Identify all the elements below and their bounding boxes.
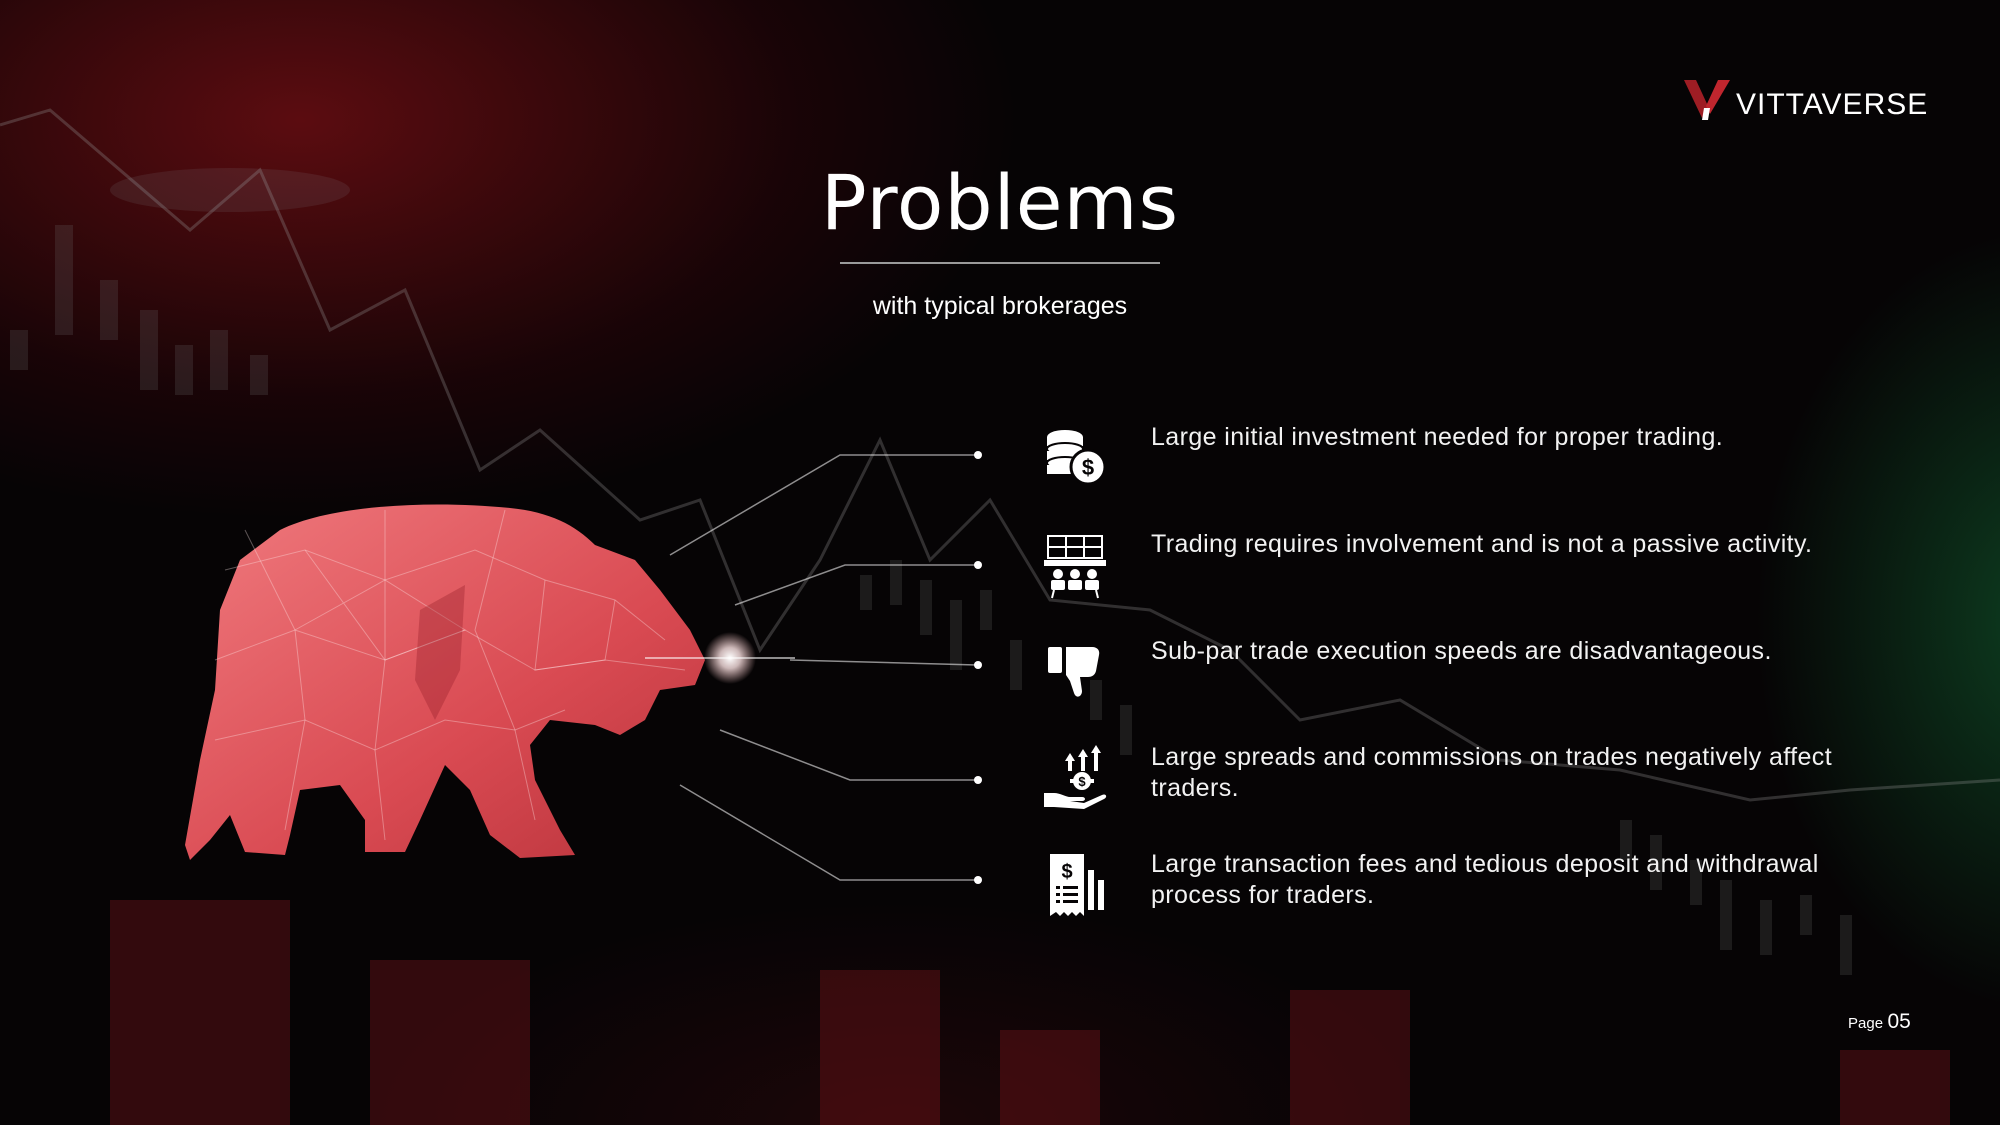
page-subtitle: with typical brokerages [872,292,1128,320]
title-divider [840,262,1160,264]
problem-item: Trading requires involvement and is not … [1030,525,1890,605]
problem-item: Sub-par trade execution speeds are disad… [1030,632,1890,712]
page-label: Page [1848,1015,1884,1032]
page-number: Page 05 [1848,1010,1911,1034]
page-title: Problems [820,158,1180,247]
hand-money-arrows-icon: $ [1030,738,1120,818]
problem-item: $ Large spreads and commissions on trade… [1030,738,1890,818]
page-number-value: 05 [1887,1010,1911,1033]
problem-text: Large spreads and commissions on trades … [1151,743,1833,802]
trading-desk-icon [1030,525,1120,605]
bear-body [185,504,705,860]
problem-item: $ Large initial investment needed for pr… [1030,418,1890,498]
problem-text: Large transaction fees and tedious depos… [1151,850,1819,909]
thumbs-down-icon [1030,632,1120,712]
problem-item: $ Large transaction fees and tedious dep… [1030,845,1890,925]
brand-name: VITTAVERSE [1736,88,1929,121]
svg-text:$: $ [1078,774,1086,789]
vittaverse-v-logo-icon [1684,80,1730,120]
low-poly-bear-illustration [185,504,795,860]
receipt-dollar-icon: $ [1030,845,1120,925]
svg-text:$: $ [1082,455,1094,480]
bg-trend-line [0,108,2000,802]
brand-logo: VITTAVERSE [1680,76,1928,122]
problem-text: Large initial investment needed for prop… [1151,423,1724,451]
coins-dollar-icon: $ [1030,418,1120,498]
problem-text: Sub-par trade execution speeds are disad… [1151,637,1772,665]
problem-text: Trading requires involvement and is not … [1151,530,1813,558]
svg-text:$: $ [1061,861,1072,883]
